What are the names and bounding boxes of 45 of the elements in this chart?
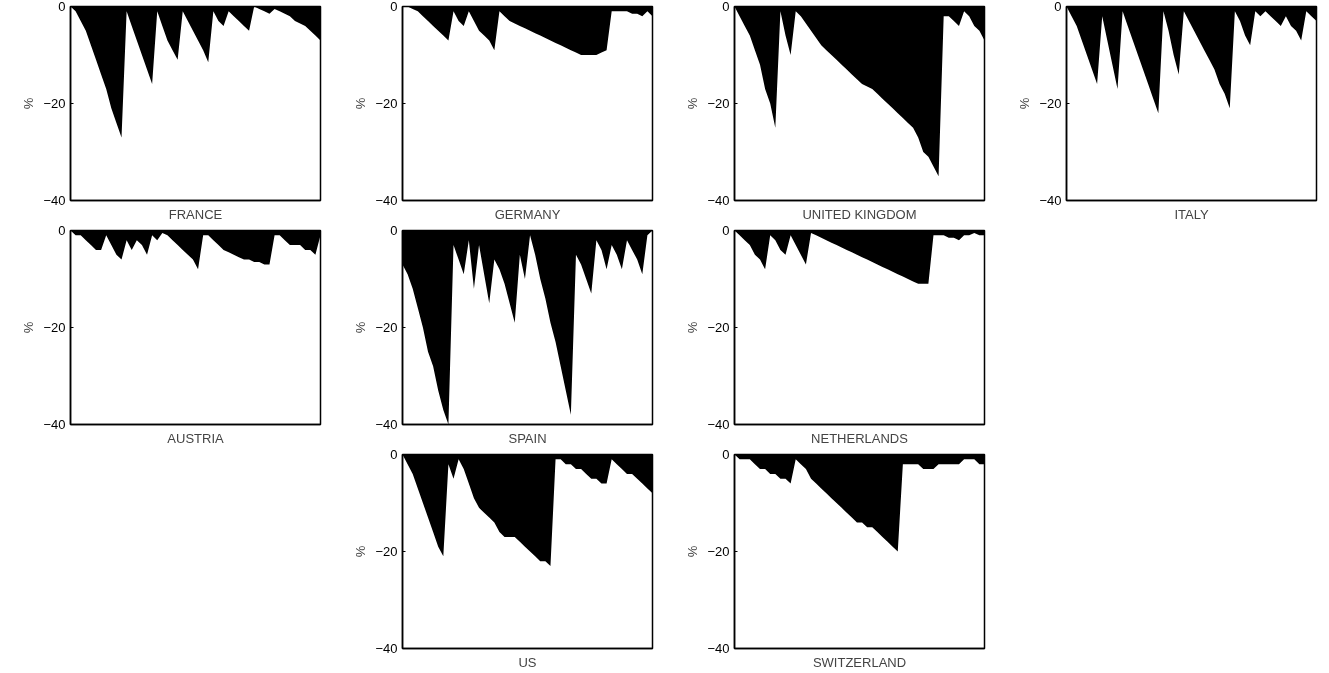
y-tick-label: −40: [375, 641, 398, 656]
x-axis-title: GERMANY: [494, 206, 561, 222]
y-tick-label: 0: [58, 223, 66, 238]
y-tick-label: −40: [707, 641, 730, 656]
y-axis-title: %: [21, 321, 37, 334]
y-tick-label: −20: [375, 544, 398, 559]
y-tick-label: −20: [375, 96, 398, 111]
y-tick-label: −20: [43, 320, 66, 335]
y-tick-label: −20: [707, 96, 730, 111]
y-axis-title: %: [685, 321, 701, 334]
y-axis-title: %: [353, 97, 369, 110]
x-axis-title: ITALY: [1174, 206, 1209, 222]
y-tick-label: −40: [43, 193, 66, 208]
y-tick-label: −20: [375, 320, 398, 335]
y-tick-label: 0: [722, 447, 730, 462]
y-tick-label: 0: [390, 447, 398, 462]
y-tick-label: 0: [722, 0, 730, 14]
y-axis-title: %: [685, 97, 701, 110]
x-axis-title: NETHERLANDS: [811, 430, 909, 446]
y-axis-title: %: [353, 545, 369, 558]
y-tick-label: −40: [707, 417, 730, 432]
y-tick-label: −40: [1039, 193, 1062, 208]
y-tick-label: −40: [43, 417, 66, 432]
y-tick-label: 0: [722, 223, 730, 238]
y-tick-label: 0: [58, 0, 66, 14]
y-tick-label: −40: [707, 193, 730, 208]
y-tick-label: −20: [707, 544, 730, 559]
y-axis-title: %: [353, 321, 369, 334]
y-tick-label: 0: [1054, 0, 1062, 14]
y-tick-label: −20: [1039, 96, 1062, 111]
x-axis-title: FRANCE: [168, 206, 223, 222]
x-axis-title: US: [518, 654, 537, 670]
x-axis-title: UNITED KINGDOM: [802, 206, 917, 222]
y-tick-label: −20: [43, 96, 66, 111]
y-axis-title: %: [1017, 97, 1033, 110]
y-tick-label: 0: [390, 223, 398, 238]
y-tick-label: 0: [390, 0, 398, 14]
y-axis-title: %: [21, 97, 37, 110]
x-axis-title: AUSTRIA: [167, 430, 224, 446]
y-tick-label: −40: [375, 193, 398, 208]
x-axis-title: SWITZERLAND: [812, 654, 907, 670]
y-tick-label: −40: [375, 417, 398, 432]
x-axis-title: SPAIN: [508, 430, 547, 446]
y-tick-label: −20: [707, 320, 730, 335]
y-axis-title: %: [685, 545, 701, 558]
